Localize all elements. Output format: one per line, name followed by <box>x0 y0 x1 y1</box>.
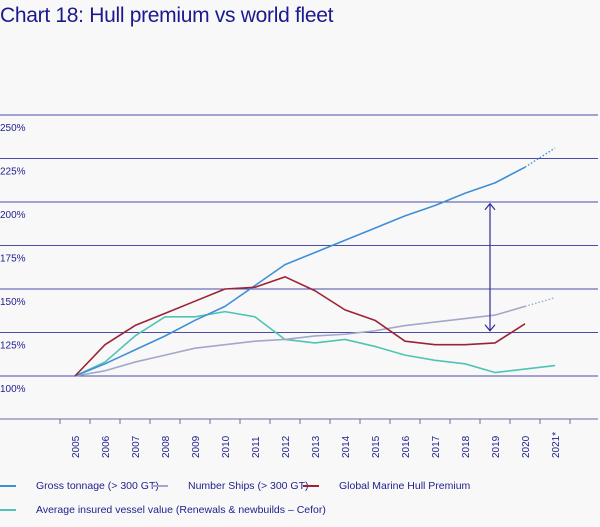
legend-swatch <box>0 485 16 487</box>
x-tick-label: 2012 <box>281 435 292 458</box>
x-tick-label: 2019 <box>491 435 502 458</box>
y-tick-label: 225% <box>0 167 26 178</box>
legend-label: Average insured vessel value (Renewals &… <box>36 504 326 516</box>
x-axis <box>0 418 598 424</box>
y-tick-label: 100% <box>0 384 26 395</box>
y-tick-label: 125% <box>0 341 26 352</box>
chart-title: Chart 18: Hull premium vs world fleet <box>0 4 334 27</box>
x-tick-label: 2006 <box>101 435 112 458</box>
x-tick-label: 2005 <box>71 435 82 458</box>
y-tick-label: 200% <box>0 210 26 221</box>
x-tick-label: 2021* <box>551 432 562 458</box>
line-chart: 100%125%150%175%200%225%250% 2005 2006 200… <box>0 114 598 458</box>
x-tick-label: 2009 <box>191 435 202 458</box>
series-lines <box>74 147 556 377</box>
arrow-head-down <box>484 324 496 332</box>
x-axis-labels: 2005 2006 2007 2008 2009 2010 2011 2012 2013 2014… <box>71 432 562 458</box>
arrow-head-up <box>484 202 496 211</box>
x-tick-label: 2020 <box>521 435 532 458</box>
series-projection-gross-tonnage-300-gt <box>524 147 556 168</box>
y-axis-labels: 100% 125% 150% 175% 200% 225% 250% <box>0 123 26 395</box>
legend-swatch <box>303 485 319 487</box>
x-tick-label: 2016 <box>401 435 412 458</box>
gridlines <box>0 114 598 377</box>
legend-item-hull-premium: Global Marine Hull Premium <box>303 480 470 492</box>
x-tick-label: 2015 <box>371 435 382 458</box>
x-tick-label: 2011 <box>251 436 262 458</box>
legend-label: Number Ships (> 300 GT) <box>188 480 309 492</box>
legend-swatch <box>152 485 168 487</box>
x-tick-label: 2007 <box>131 435 142 458</box>
series-line-gross-tonnage-300-gt <box>74 166 526 377</box>
x-tick-label: 2010 <box>221 435 232 458</box>
y-tick-label: 175% <box>0 254 26 265</box>
y-tick-label: 150% <box>0 297 26 308</box>
annotations <box>484 202 496 332</box>
legend-swatch <box>0 509 16 511</box>
y-tick-label: 250% <box>0 123 26 134</box>
x-tick-label: 2013 <box>311 435 322 458</box>
series-line-number-ships-300-gt <box>74 305 526 377</box>
series-line-global-marine-hull-premium <box>74 276 526 377</box>
legend-item-gross-tonnage: Gross tonnage (> 300 GT) <box>0 480 159 492</box>
legend-label: Global Marine Hull Premium <box>339 480 471 492</box>
legend-label: Gross tonnage (> 300 GT) <box>36 480 159 492</box>
x-tick-label: 2017 <box>431 435 442 458</box>
series-projection-number-ships-300-gt <box>524 297 556 308</box>
x-tick-label: 2014 <box>341 435 352 458</box>
x-tick-label: 2008 <box>161 435 172 458</box>
x-tick-label: 2018 <box>461 435 472 458</box>
legend-item-avg-insured-value: Average insured vessel value (Renewals &… <box>0 504 326 516</box>
legend-item-number-ships: Number Ships (> 300 GT) <box>152 480 309 492</box>
